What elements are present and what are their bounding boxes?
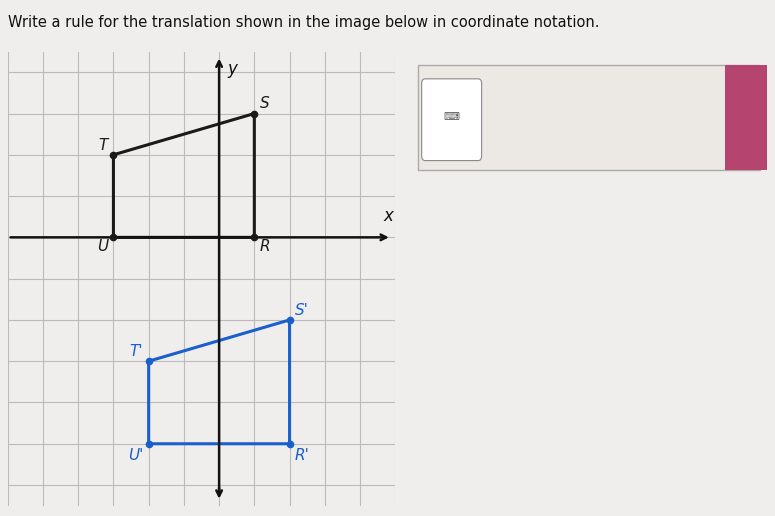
Text: S: S [260, 96, 269, 111]
Text: R: R [260, 239, 270, 254]
Text: U: U [97, 239, 109, 254]
Text: U': U' [128, 448, 143, 463]
Text: x: x [384, 207, 393, 225]
Text: T': T' [129, 344, 143, 359]
Text: Write a rule for the translation shown in the image below in coordinate notation: Write a rule for the translation shown i… [8, 15, 599, 30]
FancyBboxPatch shape [418, 65, 760, 170]
Text: y: y [228, 60, 238, 78]
Text: S': S' [294, 303, 308, 318]
Text: T: T [98, 138, 108, 153]
Text: ⌨: ⌨ [443, 112, 460, 122]
Text: R': R' [294, 448, 310, 463]
FancyBboxPatch shape [422, 79, 481, 160]
Bar [725, 65, 767, 170]
